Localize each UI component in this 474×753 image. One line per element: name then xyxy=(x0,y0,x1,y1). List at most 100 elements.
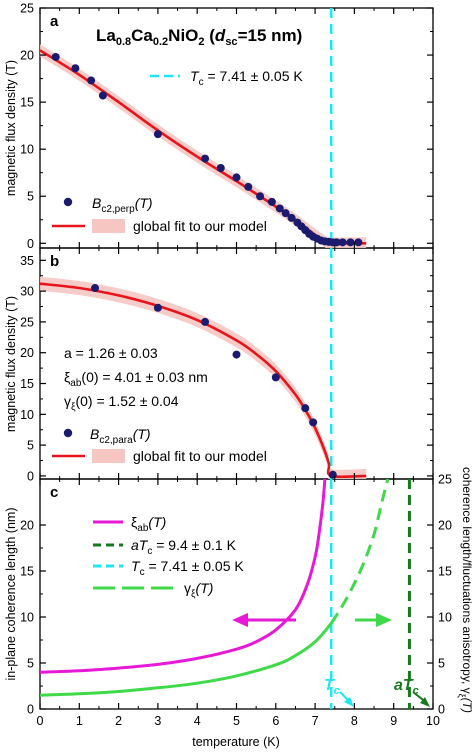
panel-c-legend-xi-label: ξab(T) xyxy=(131,514,166,534)
x-tick-label: 5 xyxy=(233,714,240,728)
y-tick-label: 25 xyxy=(20,315,34,329)
data-point xyxy=(98,91,107,100)
data-point xyxy=(338,238,347,247)
y-tick-label: 15 xyxy=(20,377,34,391)
gamma-curve-dashed xyxy=(329,479,390,625)
y2-tick-label: 25 xyxy=(438,473,452,487)
data-point xyxy=(354,238,363,247)
x-tick-label: 1 xyxy=(76,714,83,728)
panel-b-letter: b xyxy=(50,253,59,270)
fit-uncertainty-band xyxy=(40,44,367,248)
data-point xyxy=(346,238,355,247)
data-point xyxy=(201,154,210,163)
tc-arrow-icon xyxy=(339,691,354,707)
x-tick-label: 3 xyxy=(154,714,161,728)
panel-b-legend-fit-label: global fit to our model xyxy=(133,448,267,464)
y2-tick-label: 20 xyxy=(438,519,452,533)
panel-b-param-xi: ξab(0) = 4.01 ± 0.03 nm xyxy=(64,369,208,389)
x-tick-label: 10 xyxy=(426,714,440,728)
panel-a-legend-points-label: Bc2,perp(T) xyxy=(92,195,153,215)
data-point xyxy=(332,238,341,247)
figure-title: La0.8Ca0.2NiO2 (dsc=15 nm) xyxy=(96,26,302,48)
data-point xyxy=(275,204,284,213)
panel-a-letter: a xyxy=(50,13,59,30)
x-tick-label: 2 xyxy=(115,714,122,728)
y-tick-label: 15 xyxy=(20,96,34,110)
data-point xyxy=(301,404,310,413)
y-tick-label: 20 xyxy=(20,519,34,533)
y2-tick-label: 10 xyxy=(438,611,452,625)
y2-tick-label: 5 xyxy=(438,657,445,671)
y-tick-label: 5 xyxy=(27,657,34,671)
panel-b-ylabel: magnetic flux density (T) xyxy=(4,296,18,432)
data-point xyxy=(287,213,296,222)
axis-ticks: 0 5 10 15 20 25 0 5 10 15 20 25 30 35 0 5 10 15 20 0 1 2 3 4 5 6 7… xyxy=(20,2,452,729)
panel-a-plot xyxy=(40,8,367,248)
panel-c-letter: c xyxy=(50,484,58,501)
y-tick-label: 0 xyxy=(27,469,34,483)
data-point xyxy=(271,373,280,382)
panel-b-plot xyxy=(40,248,367,479)
data-point xyxy=(309,418,318,427)
y-tick-label: 10 xyxy=(20,408,34,422)
panel-a-ylabel: magnetic flux density (T) xyxy=(4,60,18,196)
atc-arrow-icon xyxy=(412,691,430,707)
data-point xyxy=(71,64,80,73)
atc-arrow-label: aTc xyxy=(394,677,419,697)
data-point xyxy=(281,209,290,218)
y-tick-label: 5 xyxy=(27,439,34,453)
y-tick-label: 15 xyxy=(20,565,34,579)
data-point xyxy=(91,284,100,293)
y-tick-label: 10 xyxy=(20,143,34,157)
fit-line xyxy=(40,282,367,479)
panel-c-ylabel: in-plane coherence length (nm) xyxy=(4,507,18,680)
x-tick-label: 6 xyxy=(272,714,279,728)
fit-uncertainty-band xyxy=(40,276,367,479)
y-tick-label: 35 xyxy=(20,254,34,268)
y-tick-label: 5 xyxy=(27,190,34,204)
data-point xyxy=(244,182,253,191)
data-point xyxy=(267,197,276,206)
y-tick-label: 10 xyxy=(20,611,34,625)
arrow-left-icon xyxy=(232,613,296,627)
y-tick-label: 20 xyxy=(20,346,34,360)
x-tick-label: 7 xyxy=(312,714,319,728)
x-tick-label: 0 xyxy=(37,714,44,728)
tc-arrow-label: Tc xyxy=(324,677,340,697)
panel-a-legend-fit-label: global fit to our model xyxy=(133,218,267,234)
x-tick-label: 8 xyxy=(351,714,358,728)
data-point xyxy=(51,52,60,61)
y-tick-label: 0 xyxy=(27,703,34,717)
x-tick-label: 4 xyxy=(194,714,201,728)
panel-c-y2label: coherence length/fluctuations anisotropy… xyxy=(457,467,474,713)
xi-ab-curve xyxy=(40,479,327,674)
data-point xyxy=(256,192,265,201)
y-tick-label: 30 xyxy=(20,285,34,299)
panel-c-legend-atc-label: aTc = 9.4 ± 0.1 K xyxy=(131,537,237,557)
panel-b-param-gamma: γξ(0) = 1.52 ± 0.04 xyxy=(64,393,179,413)
panel-a-legend-fit-band xyxy=(92,219,125,233)
arrow-right-icon xyxy=(355,613,392,627)
y-tick-label: 0 xyxy=(27,237,34,251)
panel-c-xlabel: temperature (K) xyxy=(192,735,280,749)
panel-a-legend-point-marker xyxy=(63,197,73,207)
panel-b-param-a: a = 1.26 ± 0.03 xyxy=(64,345,158,361)
y-tick-label: 20 xyxy=(20,49,34,63)
panel-b-legend-point-marker xyxy=(63,428,73,438)
data-point xyxy=(328,470,337,479)
panel-c-plot xyxy=(40,479,411,709)
panel-c-legend-tc-label: Tc = 7.41 ± 0.05 K xyxy=(131,558,244,578)
data-point xyxy=(232,350,241,359)
x-tick-label: 9 xyxy=(390,714,397,728)
gamma-curve-solid xyxy=(40,622,333,697)
panel-b-legend-points-label: Bc2,para(T) xyxy=(90,426,151,446)
data-point xyxy=(153,303,162,312)
data-point xyxy=(201,317,210,326)
data-point xyxy=(153,130,162,139)
y2-tick-label: 0 xyxy=(438,703,445,717)
panel-a-tc-legend-label: Tc = 7.41 ± 0.05 K xyxy=(190,68,303,88)
y-tick-label: 25 xyxy=(20,2,34,16)
data-point xyxy=(87,76,96,85)
y2-tick-label: 15 xyxy=(438,565,452,579)
